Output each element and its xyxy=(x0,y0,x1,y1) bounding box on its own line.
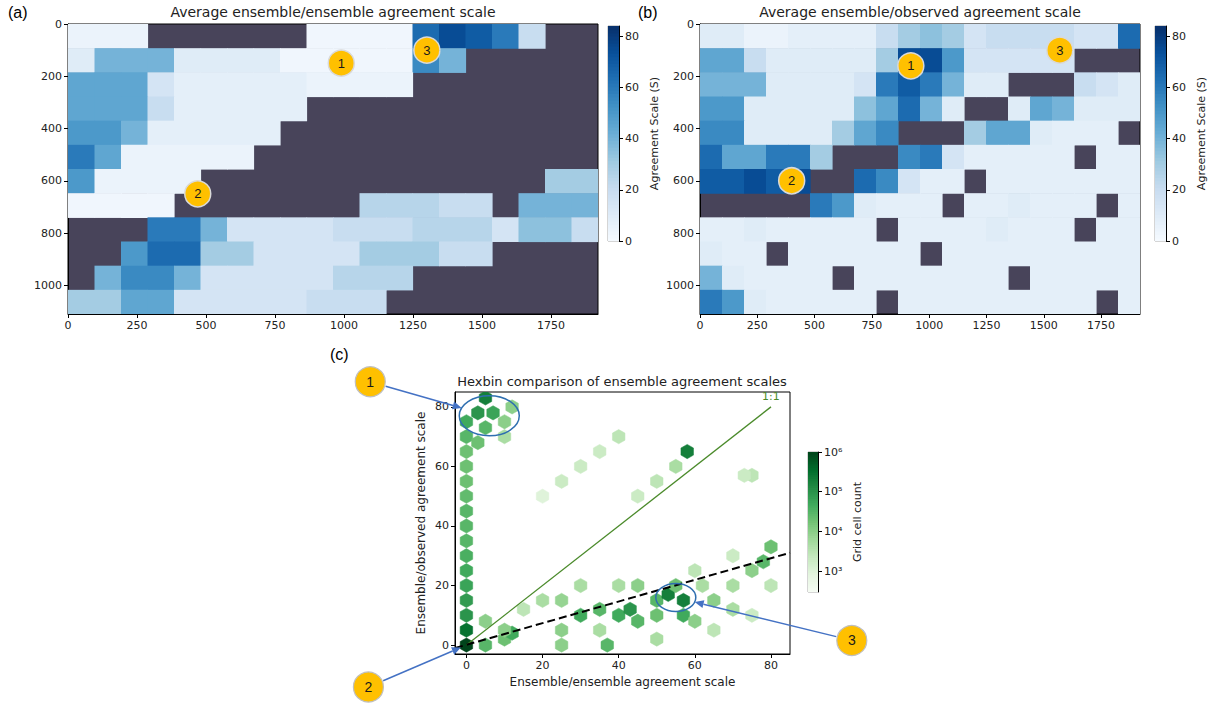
svg-text:800: 800 xyxy=(41,227,62,240)
svg-text:1000: 1000 xyxy=(915,319,943,332)
svg-text:2: 2 xyxy=(194,186,201,201)
svg-text:0: 0 xyxy=(697,319,704,332)
svg-text:(b): (b) xyxy=(638,4,658,21)
svg-text:750: 750 xyxy=(265,319,286,332)
svg-text:80: 80 xyxy=(435,400,449,414)
svg-text:(a): (a) xyxy=(8,4,28,21)
svg-text:20: 20 xyxy=(1172,183,1186,196)
svg-text:1750: 1750 xyxy=(537,319,565,332)
svg-text:2: 2 xyxy=(365,679,373,695)
svg-text:(c): (c) xyxy=(330,346,349,363)
svg-text:0: 0 xyxy=(625,235,632,248)
svg-text:800: 800 xyxy=(673,227,694,240)
svg-text:2: 2 xyxy=(788,173,795,188)
svg-text:1:1: 1:1 xyxy=(762,390,780,403)
svg-text:0: 0 xyxy=(55,18,62,31)
svg-text:Grid cell count: Grid cell count xyxy=(851,481,864,562)
svg-text:40: 40 xyxy=(612,659,626,672)
svg-text:60: 60 xyxy=(688,659,702,672)
svg-text:400: 400 xyxy=(41,122,62,135)
svg-text:3: 3 xyxy=(1056,43,1063,58)
svg-text:20: 20 xyxy=(625,183,639,196)
svg-text:10⁴: 10⁴ xyxy=(824,525,843,538)
svg-text:60: 60 xyxy=(435,460,449,473)
svg-text:500: 500 xyxy=(804,319,825,332)
svg-text:3: 3 xyxy=(848,632,856,648)
svg-text:Average ensemble/observed agre: Average ensemble/observed agreement scal… xyxy=(759,4,1081,20)
svg-text:1750: 1750 xyxy=(1087,319,1115,332)
svg-text:10³: 10³ xyxy=(824,565,842,578)
svg-text:1: 1 xyxy=(366,374,374,390)
svg-text:10⁶: 10⁶ xyxy=(824,446,843,459)
svg-text:Ensemble/observed agreement sc: Ensemble/observed agreement scale xyxy=(414,412,428,635)
svg-text:20: 20 xyxy=(435,579,449,592)
svg-text:0: 0 xyxy=(463,659,470,672)
svg-text:250: 250 xyxy=(127,319,148,332)
svg-text:400: 400 xyxy=(673,122,694,135)
svg-text:0: 0 xyxy=(442,639,449,652)
svg-text:3: 3 xyxy=(423,43,430,58)
svg-text:Ensemble/ensemble agreement sc: Ensemble/ensemble agreement scale xyxy=(510,675,736,689)
svg-text:0: 0 xyxy=(687,18,694,31)
svg-text:200: 200 xyxy=(41,70,62,83)
svg-text:80: 80 xyxy=(625,30,639,43)
svg-text:750: 750 xyxy=(861,319,882,332)
svg-text:80: 80 xyxy=(1172,30,1186,43)
svg-text:0: 0 xyxy=(65,319,72,332)
svg-text:1500: 1500 xyxy=(1030,319,1058,332)
svg-text:250: 250 xyxy=(747,319,768,332)
svg-text:Agreement Scale (S): Agreement Scale (S) xyxy=(1195,77,1208,190)
svg-text:20: 20 xyxy=(536,659,550,672)
svg-text:1: 1 xyxy=(338,56,345,71)
svg-text:Average ensemble/ensemble agre: Average ensemble/ensemble agreement scal… xyxy=(170,4,495,20)
svg-text:10⁵: 10⁵ xyxy=(824,485,842,498)
svg-text:40: 40 xyxy=(625,132,639,145)
svg-text:0: 0 xyxy=(1172,235,1179,248)
svg-text:80: 80 xyxy=(764,659,778,672)
svg-text:Hexbin comparison of ensemble: Hexbin comparison of ensemble agreement … xyxy=(457,374,787,389)
svg-text:500: 500 xyxy=(196,319,217,332)
svg-text:600: 600 xyxy=(673,174,694,187)
svg-text:1500: 1500 xyxy=(468,319,496,332)
svg-text:200: 200 xyxy=(673,70,694,83)
svg-text:1000: 1000 xyxy=(666,279,694,292)
svg-text:40: 40 xyxy=(435,519,449,532)
svg-text:40: 40 xyxy=(1172,132,1186,145)
svg-text:60: 60 xyxy=(625,81,639,94)
svg-text:1250: 1250 xyxy=(399,319,427,332)
svg-text:1250: 1250 xyxy=(972,319,1000,332)
svg-text:600: 600 xyxy=(41,174,62,187)
svg-text:1: 1 xyxy=(907,58,914,73)
svg-text:60: 60 xyxy=(1172,81,1186,94)
svg-text:1000: 1000 xyxy=(34,279,62,292)
svg-text:1000: 1000 xyxy=(330,319,358,332)
svg-text:Agreement Scale (S): Agreement Scale (S) xyxy=(648,77,661,190)
